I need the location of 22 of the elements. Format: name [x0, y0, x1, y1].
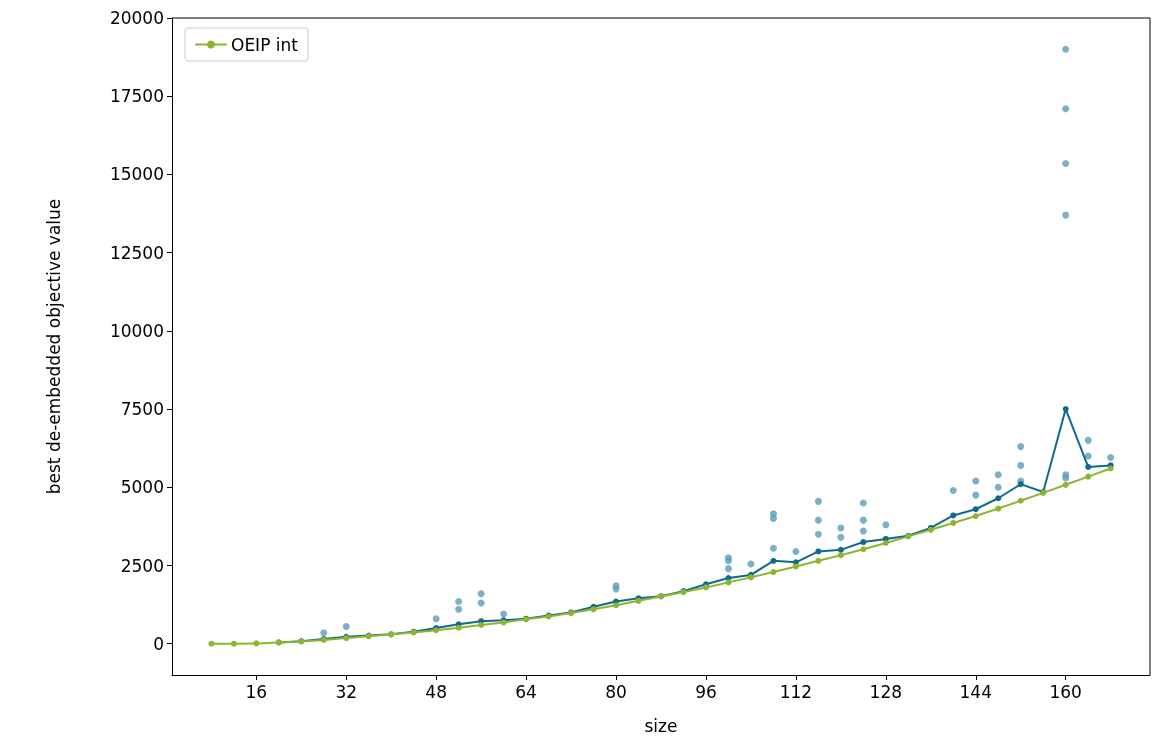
x-tick-label: 80	[605, 681, 627, 702]
x-tick-label: 112	[779, 681, 813, 702]
x-tick-label: 160	[1049, 681, 1082, 702]
legend-label: OEIP int	[231, 34, 299, 55]
y-tick-label: 5000	[120, 477, 164, 498]
x-tick-label: 96	[695, 681, 717, 702]
x-axis-title: size	[644, 715, 678, 736]
x-tick-label: 128	[869, 681, 903, 702]
y-tick-label: 2500	[120, 555, 164, 576]
x-tick-label: 16	[245, 681, 268, 702]
y-tick-label: 12500	[109, 242, 164, 263]
y-tick-label: 17500	[109, 86, 164, 107]
x-tick-label: 64	[515, 681, 537, 702]
y-tick-label: 10000	[109, 320, 164, 341]
y-tick-label: 15000	[109, 164, 164, 185]
y-tick-label: 0	[153, 633, 164, 654]
y-axis-title: best de-embedded objective value	[43, 198, 64, 495]
x-tick-label: 144	[959, 681, 992, 702]
y-tick-label: 20000	[109, 8, 164, 28]
x-tick-label: 48	[425, 681, 447, 702]
x-tick-label: 32	[335, 681, 358, 702]
y-tick-label: 7500	[120, 399, 164, 420]
